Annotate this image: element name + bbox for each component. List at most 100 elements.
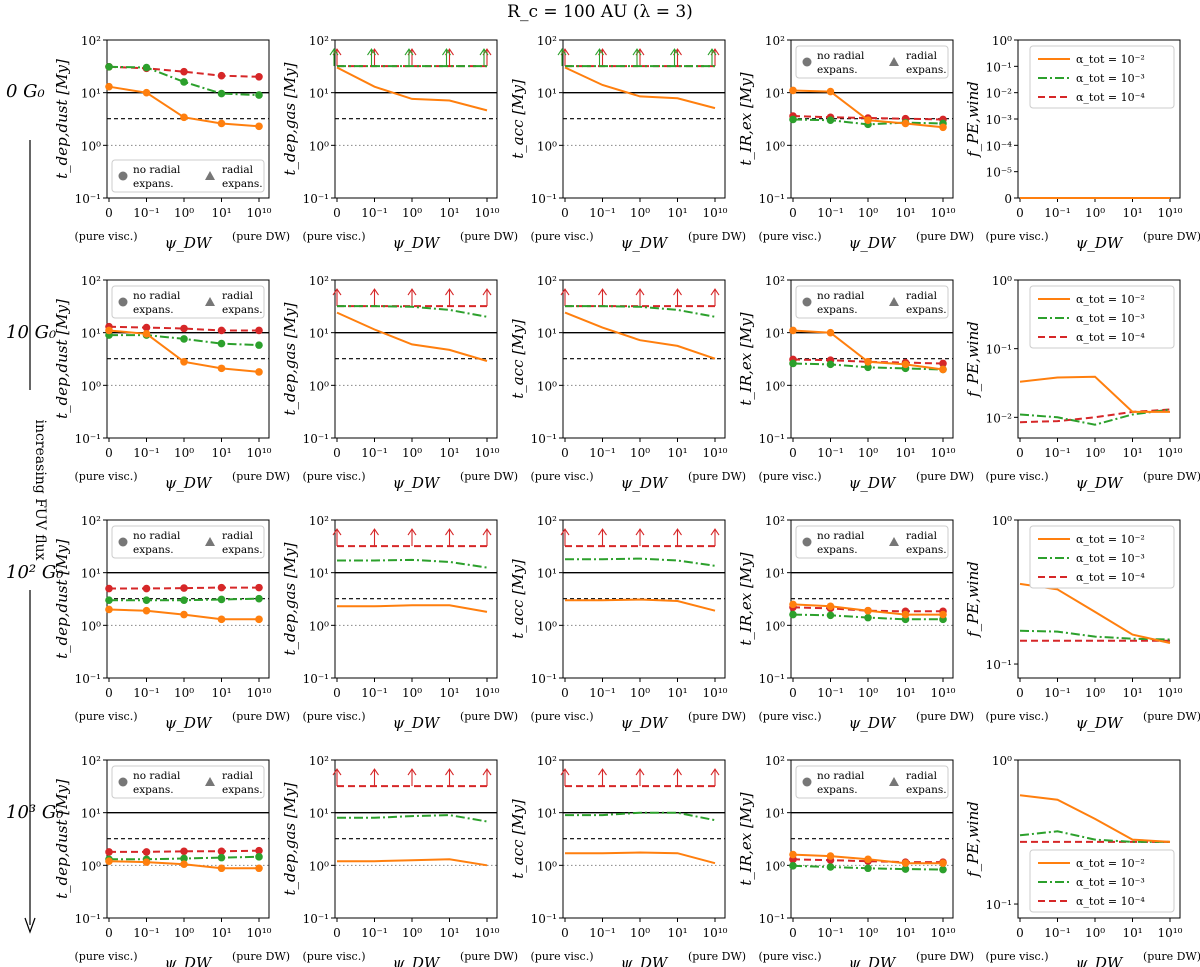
panel-r0-c1: 10⁻¹ 10⁰ 10¹ 10² t_dep,gas [My] 0 10⁻¹ 10⁰ 10¹ 10… xyxy=(281,34,518,252)
panel-r3-c0: 10⁻¹ 10⁰ 10¹ 10² t_dep,dust [My] 0 10⁻¹ 10⁰ 10¹ 1… xyxy=(53,754,290,967)
y-axis-label: t_IR,ex [My] xyxy=(737,552,755,645)
y-tick-label: 10⁻¹ xyxy=(986,60,1012,74)
lower-limit-arrowhead-a1e4 xyxy=(445,288,454,296)
x-axis-label: ψ_DW xyxy=(165,714,213,732)
panel-r1-c4: 10⁻² 10⁻¹ 10⁰ f_PE,wind 0 10⁻¹ 10⁰ 10¹ 10¹⁰ (pure… xyxy=(964,274,1200,492)
x-edge-label-right: (pure DW) xyxy=(1143,470,1200,483)
x-tick-label: 10¹ xyxy=(439,446,459,460)
lower-limit-arrowhead-a1e4 xyxy=(332,288,342,296)
y-tick-label: 10⁰ xyxy=(992,274,1012,288)
x-tick-label: 10⁻¹ xyxy=(817,206,843,220)
x-tick-label: 10⁰ xyxy=(630,206,650,220)
legend-label: radial xyxy=(222,164,254,176)
lower-limit-arrowhead-a1e4 xyxy=(370,288,379,296)
legend-label: expans. xyxy=(817,304,858,316)
y-tick-label: 10¹ xyxy=(537,327,557,341)
legend-label: α_tot = 10⁻² xyxy=(1076,533,1145,546)
data-point-a1e3 xyxy=(180,78,188,86)
row-label: 10³ G₀ xyxy=(6,802,63,823)
axes-frame xyxy=(106,279,270,439)
y-tick-label: 10² xyxy=(309,274,329,288)
figure-title: R_c = 100 AU (λ = 3) xyxy=(507,2,693,22)
data-point-a1e2 xyxy=(901,859,910,867)
x-tick-label: 10⁰ xyxy=(1085,446,1105,460)
series-line-a1e2 xyxy=(564,66,716,110)
panel-r1-c1: 10⁻¹ 10⁰ 10¹ 10² t_dep,gas [My] 0 10⁻¹ 10⁰ 10¹ 10… xyxy=(281,274,518,492)
data-point-a1e3 xyxy=(217,595,226,604)
legend-box xyxy=(795,285,949,319)
data-point-a1e4 xyxy=(142,848,151,856)
legend-label: expans. xyxy=(817,544,858,556)
x-tick-label: 10⁻¹ xyxy=(1044,446,1070,460)
x-edge-label-right: (pure DW) xyxy=(232,230,290,243)
x-tick-label: 10⁻¹ xyxy=(817,686,843,700)
x-tick-label: 10⁻¹ xyxy=(361,206,387,220)
data-point-a1e2 xyxy=(901,119,910,128)
x-edge-label-right: (pure DW) xyxy=(232,950,290,963)
y-axis-label: t_dep,dust [My] xyxy=(53,779,71,899)
y-axis-label: t_dep,dust [My] xyxy=(53,299,71,419)
data-point-a1e3 xyxy=(217,339,226,348)
x-tick-label: 10⁻¹ xyxy=(589,446,615,460)
x-tick-label: 10¹⁰ xyxy=(247,926,272,940)
x-edge-label-right: (pure DW) xyxy=(232,470,290,483)
row-label: 10² G₀ xyxy=(6,562,63,583)
axes-frame xyxy=(334,279,498,439)
legend-label: α_tot = 10⁻² xyxy=(1076,857,1145,870)
data-point-a1e3 xyxy=(180,596,188,605)
y-tick-label: 10¹ xyxy=(765,327,785,341)
legend-label: expans. xyxy=(817,64,858,76)
x-edge-label-left: (pure visc.) xyxy=(74,950,137,963)
x-tick-label: 0 xyxy=(561,686,569,700)
alpha-legend: α_tot = 10⁻² α_tot = 10⁻³ α_tot = 10⁻⁴ xyxy=(1029,525,1175,589)
x-edge-label-left: (pure visc.) xyxy=(530,950,593,963)
legend-label: α_tot = 10⁻³ xyxy=(1076,72,1145,85)
lower-limit-arrowhead-a1e4 xyxy=(560,768,570,776)
lower-limit-arrowhead-a1e4 xyxy=(673,288,682,296)
legend-box xyxy=(1029,525,1175,589)
y-tick-label: 10¹ xyxy=(309,87,329,101)
x-edge-label-left: (pure visc.) xyxy=(985,470,1048,483)
x-axis-label: ψ_DW xyxy=(621,954,669,967)
data-point-a1e2 xyxy=(142,858,151,866)
x-edge-label-right: (pure DW) xyxy=(1143,710,1200,723)
x-tick-label: 10¹ xyxy=(439,926,459,940)
x-edge-label-left: (pure visc.) xyxy=(302,230,365,243)
axes-frame xyxy=(1017,279,1181,439)
legend-box xyxy=(1029,285,1175,349)
lower-limit-arrowhead-a1e4 xyxy=(560,288,570,296)
legend-label: radial xyxy=(906,50,938,62)
y-tick-label: 10⁻¹ xyxy=(531,912,557,926)
data-point-a1e4 xyxy=(217,71,226,80)
legend-box xyxy=(795,525,949,559)
marker-legend: no radial expans. radial expans. xyxy=(795,45,949,79)
data-point-a1e4 xyxy=(142,323,151,332)
x-edge-label-right: (pure DW) xyxy=(1143,950,1200,963)
y-axis-label: t_IR,ex [My] xyxy=(737,72,755,165)
x-edge-label-right: (pure DW) xyxy=(688,950,746,963)
marker-legend: no radial expans. radial expans. xyxy=(111,285,265,319)
x-tick-label: 10⁻¹ xyxy=(133,446,159,460)
series-line-a1e3 xyxy=(337,305,488,318)
legend-circle-marker xyxy=(118,297,128,307)
data-point-a1e2 xyxy=(826,602,835,611)
x-tick-label: 10¹ xyxy=(1122,926,1142,940)
y-tick-label: 10⁰ xyxy=(81,619,101,633)
data-point-a1e2 xyxy=(826,328,835,337)
legend-label: α_tot = 10⁻⁴ xyxy=(1076,331,1145,344)
data-point-a1e3 xyxy=(864,864,872,873)
data-point-a1e3 xyxy=(180,854,188,863)
x-tick-label: 10¹⁰ xyxy=(931,206,956,220)
x-tick-label: 10¹ xyxy=(667,206,687,220)
legend-label: expans. xyxy=(817,784,858,796)
y-axis-label: f_PE,wind xyxy=(964,801,982,878)
y-tick-label: 10⁰ xyxy=(765,139,785,153)
y-axis-label: t_IR,ex [My] xyxy=(737,792,755,885)
legend-label: α_tot = 10⁻⁴ xyxy=(1076,895,1145,908)
flux-label: increasing FUV flux xyxy=(32,419,48,560)
data-point-a1e2 xyxy=(105,326,113,335)
marker-legend: no radial expans. radial expans. xyxy=(795,285,949,319)
legend-box xyxy=(795,765,949,799)
y-axis-label: f_PE,wind xyxy=(964,561,982,638)
